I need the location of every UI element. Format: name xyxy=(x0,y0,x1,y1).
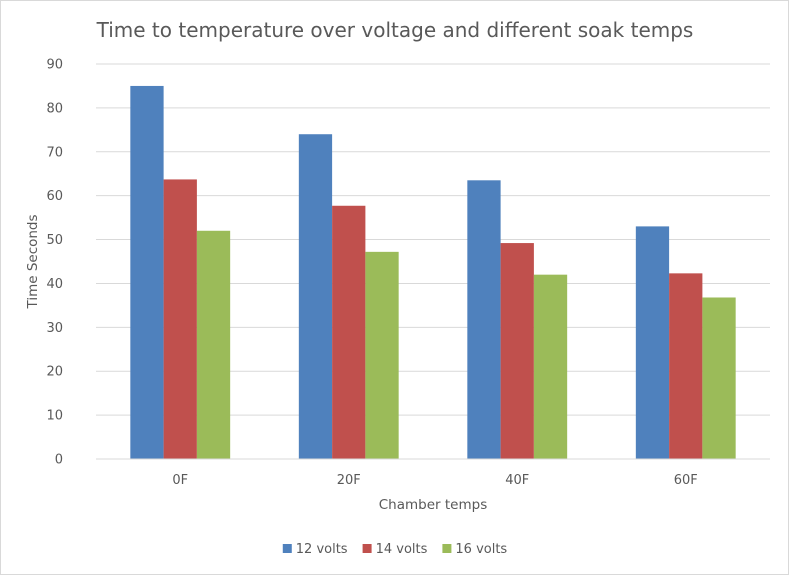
legend-item: 14 volts xyxy=(362,542,428,557)
legend-label: 12 volts xyxy=(296,542,348,557)
bar-14-volts-0F xyxy=(163,179,197,459)
y-tick-label: 10 xyxy=(46,409,63,424)
bars xyxy=(130,85,736,460)
x-tick-label: 0F xyxy=(172,473,188,488)
y-tick-label: 20 xyxy=(46,365,63,380)
x-tick-label: 20F xyxy=(337,473,361,488)
bar-12-volts-0F xyxy=(130,85,164,459)
bar-12-volts-20F xyxy=(298,134,333,459)
legend-label: 14 volts xyxy=(376,542,428,557)
y-tick-label: 80 xyxy=(46,101,63,116)
legend-swatch xyxy=(282,544,292,553)
x-axis-tick-labels: 0F 20F 40F 60F xyxy=(172,473,697,488)
bar-16-volts-40F xyxy=(533,274,568,459)
bar-14-volts-60F xyxy=(669,273,703,459)
y-tick-label: 0 xyxy=(55,453,63,468)
y-tick-label: 40 xyxy=(46,277,63,292)
y-tick-label: 70 xyxy=(46,145,63,160)
bar-16-volts-60F xyxy=(702,297,736,459)
legend-swatch xyxy=(362,544,372,553)
y-tick-label: 60 xyxy=(46,189,63,204)
chart-title: Time to temperature over voltage and dif… xyxy=(96,18,694,42)
y-tick-label: 90 xyxy=(46,58,63,73)
bar-16-volts-0F xyxy=(196,230,231,459)
legend-item: 12 volts xyxy=(282,542,348,557)
bar-16-volts-20F xyxy=(365,251,399,459)
bar-14-volts-40F xyxy=(500,243,534,459)
y-tick-label: 50 xyxy=(46,233,63,248)
legend-label: 16 volts xyxy=(455,542,507,557)
y-axis-title: Time Seconds xyxy=(25,214,41,309)
x-axis-title: Chamber temps xyxy=(379,497,487,513)
bar-14-volts-20F xyxy=(332,205,366,459)
bar-12-volts-40F xyxy=(467,180,501,460)
y-tick-label: 30 xyxy=(46,321,63,336)
x-tick-label: 60F xyxy=(674,473,698,488)
x-tick-label: 40F xyxy=(505,473,529,488)
y-axis-tick-labels: 0 10 20 30 40 50 60 70 80 90 xyxy=(46,58,63,468)
bar-12-volts-60F xyxy=(635,226,670,459)
legend-item: 16 volts xyxy=(442,542,507,557)
legend: 12 volts 14 volts 16 volts xyxy=(282,542,507,557)
legend-swatch xyxy=(442,544,452,553)
